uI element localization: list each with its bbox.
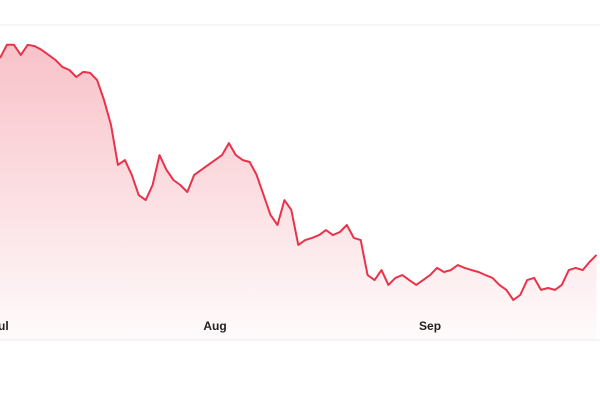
x-tick-label: Sep [419, 319, 441, 333]
x-tick-label: Jul [0, 319, 9, 333]
x-tick-label: Aug [203, 319, 226, 333]
area-fill [0, 44, 597, 341]
price-line [0, 43, 598, 301]
